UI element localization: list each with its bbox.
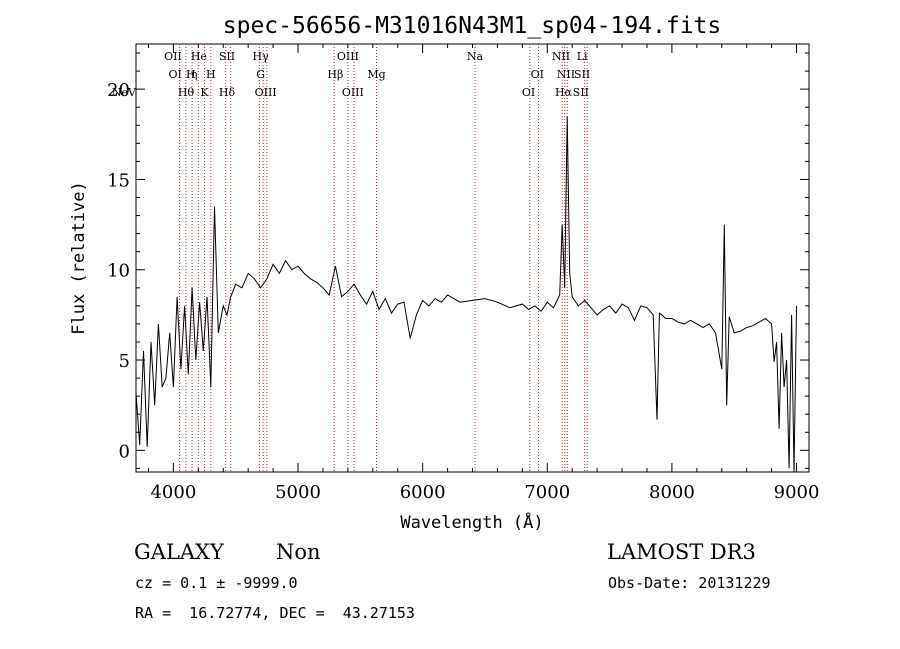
y-tick-label: 10	[107, 261, 130, 282]
line-label: Hθ	[178, 86, 195, 99]
line-label: Li	[577, 50, 588, 63]
line-label: OI	[531, 68, 544, 81]
y-axis-label: Flux (relative)	[69, 181, 89, 335]
y-tick-label: 0	[119, 441, 130, 462]
object-subclass: Non	[276, 540, 321, 564]
line-label: NII	[552, 50, 570, 63]
line-label: K	[200, 86, 209, 99]
line-label: OIII	[342, 86, 364, 99]
line-label: OIII	[337, 50, 359, 63]
line-label: OI	[522, 86, 535, 99]
x-tick-label: 5000	[275, 482, 321, 503]
line-label: G	[256, 68, 265, 81]
line-label: OIII	[255, 86, 277, 99]
line-label: Hγ	[253, 50, 270, 63]
line-label: OII	[164, 50, 182, 63]
spectrum-plot: spec-56656-M31016N43M1_sp04-194.fits 400…	[69, 13, 819, 533]
emission-line-markers	[179, 44, 588, 472]
x-tick-label: 8000	[649, 482, 695, 503]
x-axis-label: Wavelength (Å)	[400, 511, 543, 533]
coordinates: RA = 16.72774, DEC = 43.27153	[135, 604, 415, 622]
y-tick-label: 15	[107, 170, 130, 191]
line-label: SII	[574, 68, 590, 81]
line-label: Hα	[555, 86, 573, 99]
line-label: H	[186, 68, 196, 81]
line-label: NII	[557, 68, 575, 81]
chart-title: spec-56656-M31016N43M1_sp04-194.fits	[223, 13, 722, 39]
line-label: Na	[467, 50, 484, 63]
line-label: Hβ	[327, 68, 343, 81]
line-label: SII	[219, 50, 235, 63]
x-tick-label: 9000	[774, 482, 820, 503]
line-label: OI	[168, 68, 181, 81]
line-label: H	[206, 68, 216, 81]
object-class: GALAXY	[134, 540, 224, 564]
line-label: I	[196, 50, 200, 63]
y-tick-label: 20	[107, 80, 130, 101]
plot-frame	[135, 43, 810, 473]
line-label: Hδ	[219, 86, 236, 99]
x-tick-label: 4000	[150, 482, 196, 503]
axis-ticks: 4000 5000 6000 7000 8000 9000 0 5 10 15 20	[107, 44, 819, 503]
x-tick-label: 6000	[400, 482, 446, 503]
survey-name: LAMOST DR3	[607, 540, 756, 564]
redshift-line: cz = 0.1 ± -9999.0	[135, 574, 298, 592]
line-label: SII	[573, 86, 589, 99]
line-label: He	[191, 50, 207, 63]
line-label: NeV	[112, 86, 137, 99]
line-label: Mg	[367, 68, 385, 81]
line-label: η	[191, 68, 198, 81]
y-tick-label: 5	[119, 351, 130, 372]
x-tick-label: 7000	[524, 482, 570, 503]
observation-date: Obs-Date: 20131229	[608, 574, 771, 592]
flux-series-line	[135, 116, 797, 473]
